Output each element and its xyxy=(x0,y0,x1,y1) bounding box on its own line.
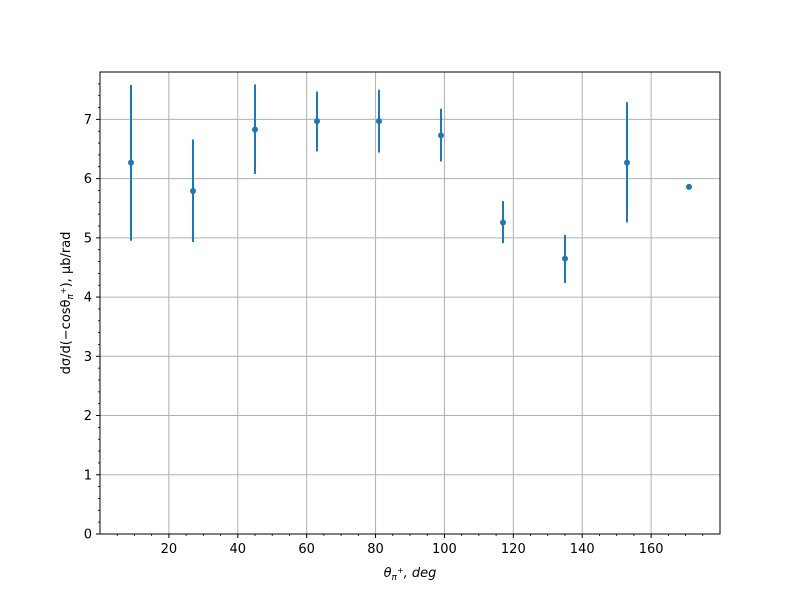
x-tick-label: 140 xyxy=(570,542,595,557)
data-point xyxy=(190,188,196,195)
y-tick-label: 0 xyxy=(84,528,92,543)
y-axis-label: dσ/d(−cosθπ+), μb/rad xyxy=(59,232,76,375)
x-axis-label: θπ+, deg xyxy=(384,566,437,583)
y-tick-label: 6 xyxy=(84,172,92,187)
data-point xyxy=(686,183,692,190)
data-point xyxy=(562,255,568,262)
x-tick-label: 100 xyxy=(432,542,457,557)
data-series xyxy=(128,84,692,283)
x-tick-label: 40 xyxy=(230,542,247,557)
y-tick-label: 3 xyxy=(84,350,92,365)
data-point xyxy=(624,159,630,166)
x-tick-label: 120 xyxy=(501,542,526,557)
data-point xyxy=(252,126,258,133)
y-tick-label: 2 xyxy=(84,409,92,424)
y-tick-label: 4 xyxy=(84,291,92,306)
x-tick-label: 160 xyxy=(639,542,664,557)
x-tick-label: 80 xyxy=(367,542,384,557)
data-point xyxy=(376,118,382,125)
x-tick-label: 60 xyxy=(298,542,315,557)
data-point xyxy=(314,118,320,125)
data-point xyxy=(438,132,444,139)
grid-lines xyxy=(100,72,720,535)
y-tick-label: 7 xyxy=(84,113,92,128)
data-point xyxy=(500,219,506,226)
tick-labels: 20 40 60 80 100 120 140 160 0 1 2 3 4 5 6 7 xyxy=(84,113,664,557)
axis-ticks xyxy=(96,83,704,538)
data-point xyxy=(128,159,134,166)
x-tick-label: 20 xyxy=(161,542,178,557)
y-tick-label: 1 xyxy=(84,468,92,483)
y-tick-label: 5 xyxy=(84,231,92,246)
